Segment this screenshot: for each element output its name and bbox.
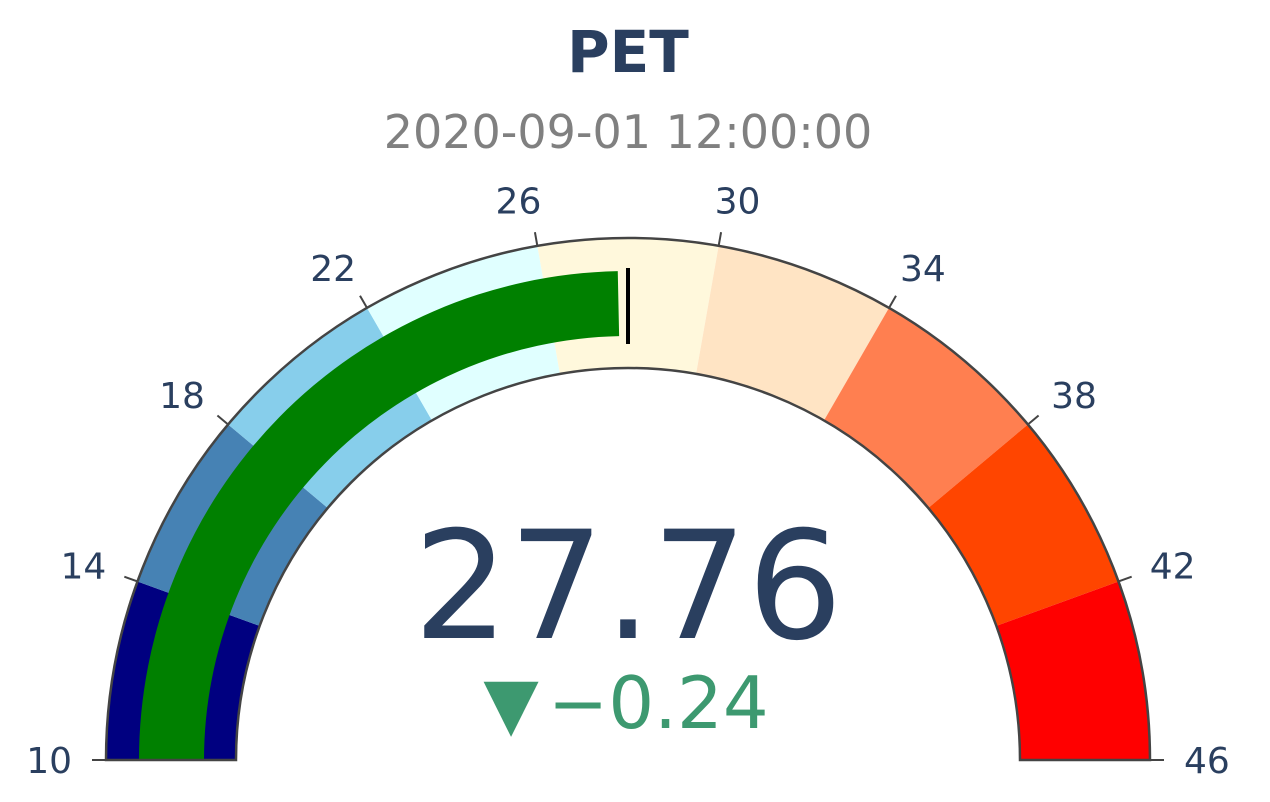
delta-value: −0.24 <box>548 661 769 745</box>
gauge-tick-label: 34 <box>900 249 946 290</box>
gauge-bar-group <box>139 271 620 760</box>
gauge-step-6 <box>824 307 1028 509</box>
gauge-tick-label: 38 <box>1051 376 1097 417</box>
gauge-step-5 <box>696 245 889 421</box>
gauge-tick-label: 42 <box>1150 547 1196 588</box>
gauge-delta: ▼ −0.24 <box>483 661 768 745</box>
gauge-ticks: 10 14 18 22 26 30 34 38 42 46 <box>26 182 1230 782</box>
gauge-tick-mark <box>1027 414 1040 426</box>
gauge-tick-mark <box>123 575 138 583</box>
gauge-value: 27.76 <box>413 500 842 674</box>
gauge-bar <box>139 271 620 760</box>
gauge-step-7 <box>928 424 1119 626</box>
gauge-tick-mark <box>717 231 723 247</box>
gauge-tick-label: 30 <box>715 182 761 223</box>
gauge-tick-label: 10 <box>26 741 72 782</box>
gauge-outline-group <box>104 236 1152 762</box>
gauge-step-8 <box>996 581 1150 760</box>
gauge-tick-label: 22 <box>310 249 356 290</box>
gauge-tick-mark <box>359 295 368 309</box>
gauge-tick-label: 14 <box>60 547 106 588</box>
gauge-tick-mark <box>888 295 897 309</box>
gauge-tick-label: 46 <box>1184 741 1230 782</box>
gauge-title: PET <box>567 18 689 86</box>
gauge-tick-label: 26 <box>496 182 542 223</box>
gauge-tick-mark <box>216 414 229 426</box>
gauge-subtitle: 2020-09-01 12:00:00 <box>384 105 873 159</box>
gauge-tick-mark <box>533 231 539 247</box>
gauge-tick-mark <box>1118 575 1133 583</box>
delta-down-icon: ▼ <box>483 661 539 745</box>
gauge-tick-label: 18 <box>159 376 205 417</box>
gauge-outline <box>104 236 1152 762</box>
